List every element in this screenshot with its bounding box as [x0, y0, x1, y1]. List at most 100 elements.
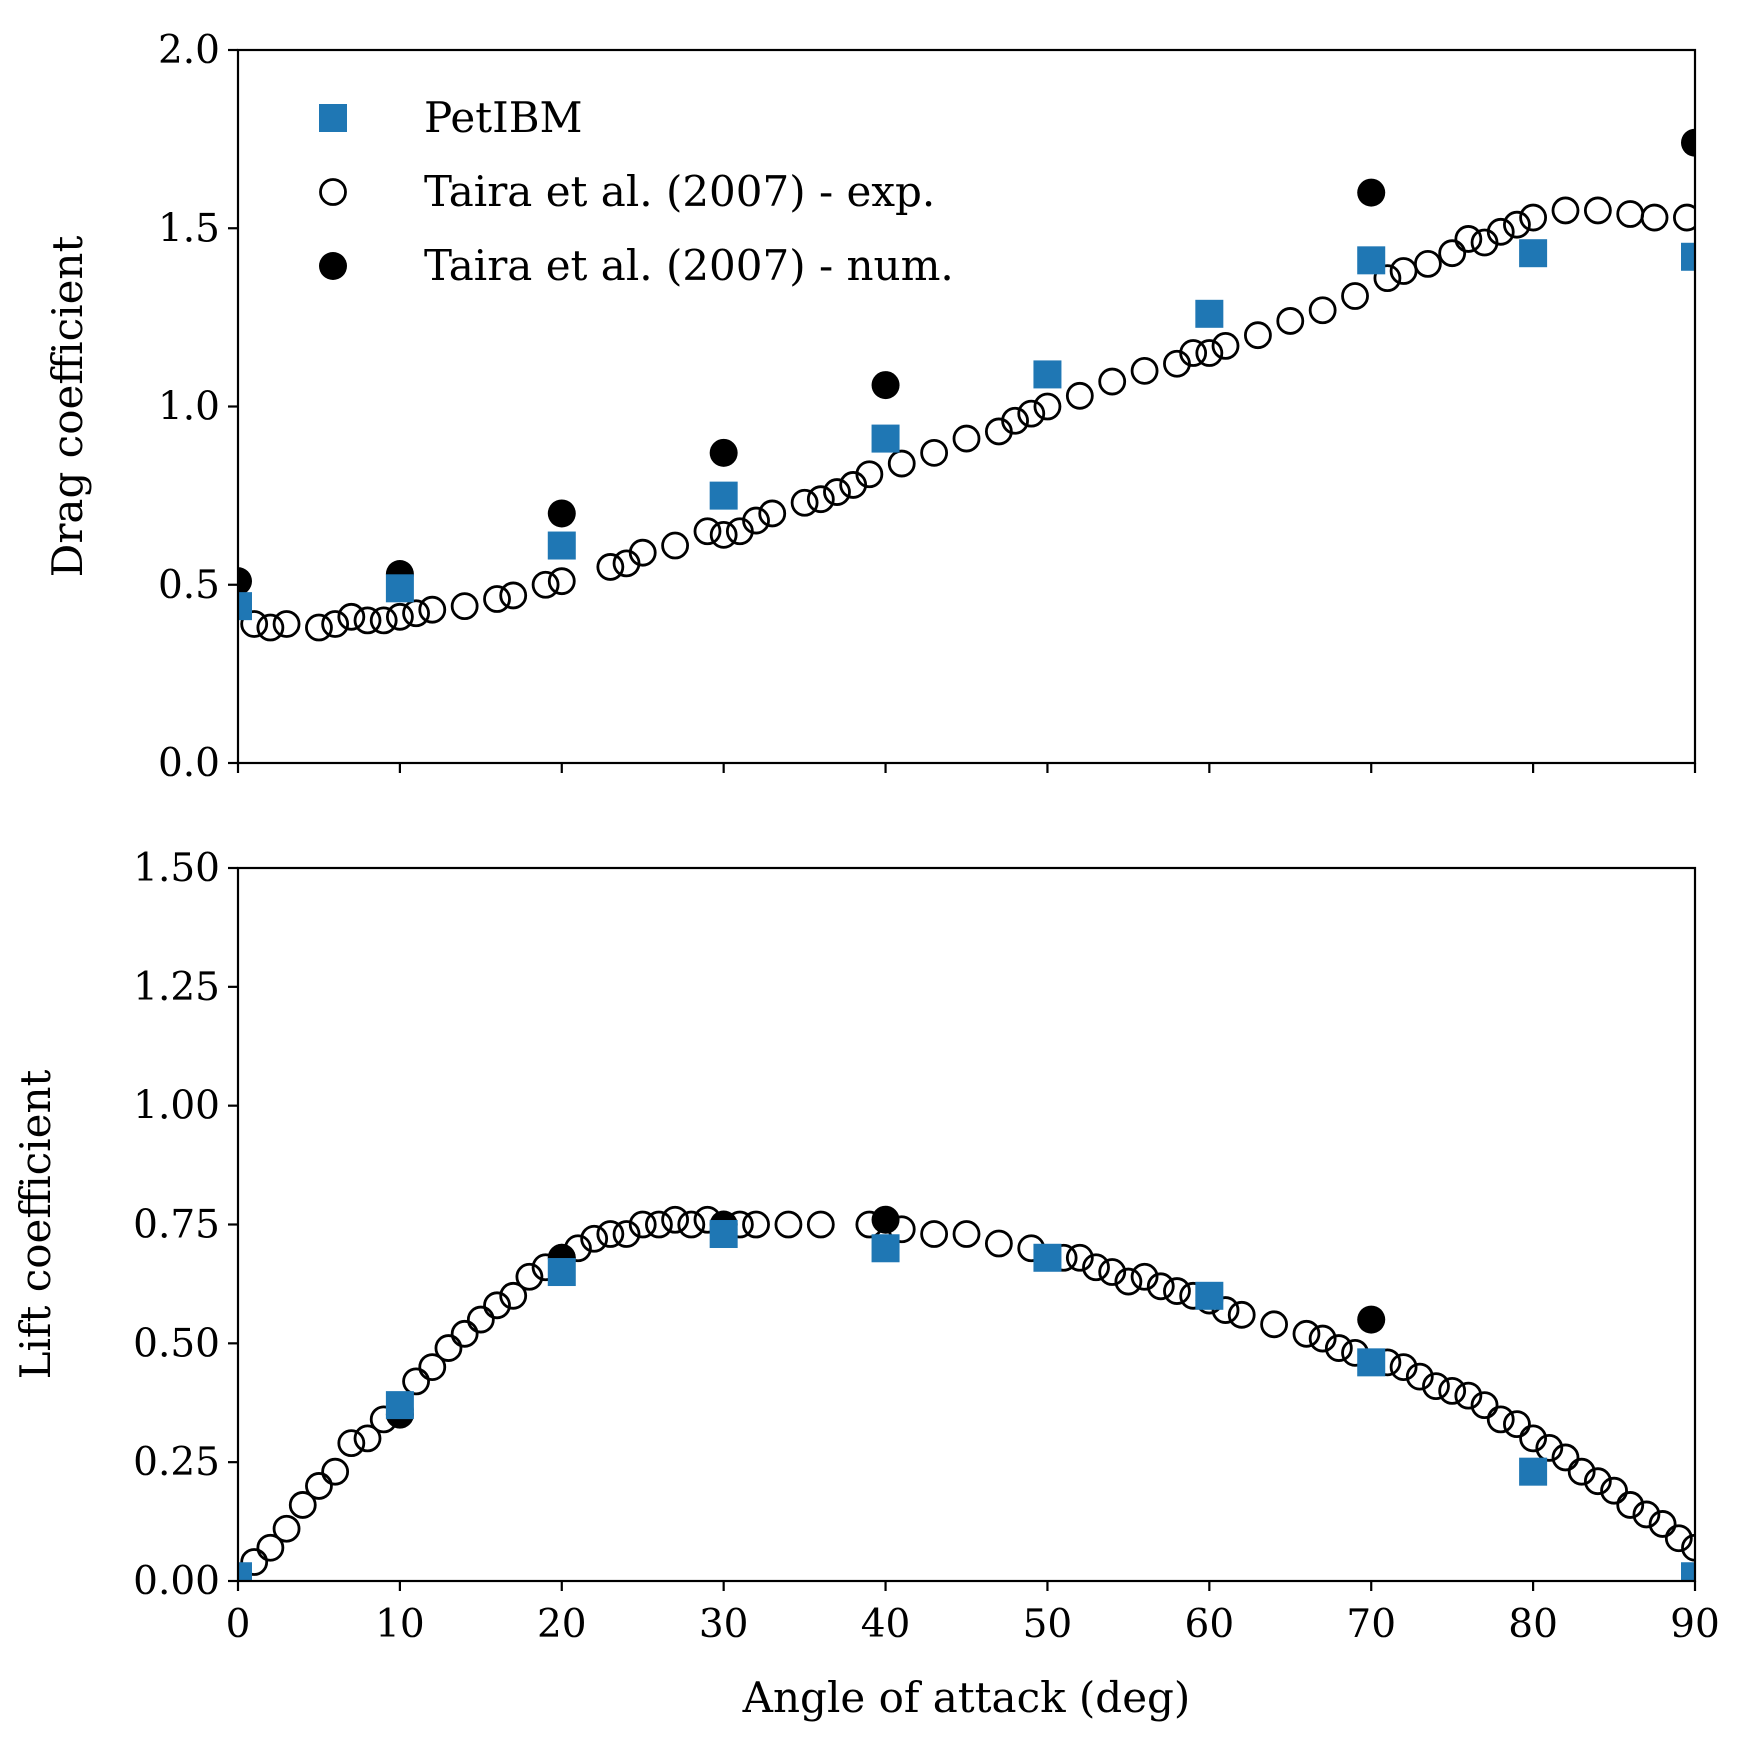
x-tick-label: 20	[537, 1602, 587, 1647]
y-axis-title: Lift coefficient	[11, 1069, 60, 1379]
data-point	[1098, 367, 1127, 396]
data-point	[1470, 1391, 1499, 1420]
legend-item: PetIBM	[319, 93, 583, 142]
data-point	[596, 1220, 625, 1248]
data-point	[1438, 1376, 1467, 1405]
data-point	[434, 1334, 463, 1362]
data-point	[1308, 296, 1337, 325]
data-point	[1681, 1562, 1695, 1581]
data-layer	[238, 128, 1695, 642]
x-tick-label: 70	[1346, 1602, 1396, 1647]
data-point	[871, 1205, 900, 1234]
data-point	[305, 1472, 333, 1500]
data-point	[238, 592, 252, 621]
data-point	[871, 371, 900, 400]
data-point	[321, 610, 350, 638]
y-tick-label: 0.50	[133, 1321, 220, 1366]
data-point	[709, 481, 738, 510]
data-point	[742, 506, 770, 535]
data-point	[1567, 1457, 1596, 1486]
data-point	[1292, 1319, 1321, 1348]
data-point	[1535, 1434, 1564, 1462]
series-circle-open	[240, 196, 1695, 642]
data-point	[1114, 1267, 1143, 1296]
data-point	[369, 606, 398, 635]
data-point	[1163, 1277, 1191, 1305]
y-tick-label: 0.5	[158, 563, 220, 608]
y-tick-label: 2.0	[158, 28, 220, 73]
data-point	[515, 1262, 544, 1291]
data-point	[353, 1424, 382, 1453]
data-point	[920, 438, 949, 467]
data-point	[1195, 339, 1224, 367]
data-point	[596, 553, 625, 581]
data-point	[1503, 1410, 1531, 1439]
data-point	[531, 570, 560, 599]
chart-panel-2: 0.00 0.25 0.50 0.75 1.00 1.25 1.50 0 10 20 30 40 50 6…	[11, 846, 1720, 1722]
data-point	[1454, 1381, 1483, 1410]
data-point	[483, 585, 511, 613]
data-point	[628, 538, 657, 567]
y-tick-label: 0.25	[133, 1440, 220, 1485]
data-point	[353, 606, 382, 635]
data-point	[806, 1210, 835, 1239]
data-point	[645, 1210, 673, 1239]
data-point	[1681, 1533, 1695, 1562]
data-point	[238, 567, 252, 596]
data-point	[1357, 1348, 1386, 1377]
data-point	[984, 1229, 1013, 1258]
legend-label: Taira et al. (2007) - num.	[424, 241, 954, 290]
x-tick-label: 90	[1670, 1602, 1720, 1647]
data-point	[418, 1353, 447, 1381]
data-point	[1551, 1443, 1580, 1472]
data-point	[256, 613, 285, 642]
data-point	[1422, 1372, 1450, 1401]
y-tick-label: 1.5	[158, 206, 220, 251]
data-point	[337, 602, 366, 631]
data-point	[1519, 1457, 1548, 1486]
data-point	[920, 1220, 949, 1248]
data-point	[272, 610, 301, 638]
plot-frame	[236, 48, 1697, 765]
data-point	[1211, 1296, 1240, 1324]
data-point	[1519, 203, 1548, 232]
data-point	[240, 610, 269, 638]
data-point	[272, 1514, 301, 1543]
data-point	[709, 520, 738, 549]
legend-item: Taira et al. (2007) - exp.	[319, 167, 935, 216]
plot-frame	[236, 866, 1697, 1583]
data-point	[1098, 1258, 1127, 1286]
series-square	[238, 1220, 1695, 1581]
data-point	[1389, 1353, 1418, 1381]
legend-marker	[319, 178, 347, 206]
data-point	[450, 592, 479, 621]
data-point	[1195, 299, 1224, 328]
y-tick-label: 1.50	[133, 846, 220, 891]
data-point	[1324, 1334, 1353, 1362]
data-point	[806, 485, 835, 514]
data-point	[1454, 225, 1483, 253]
data-point	[1616, 1491, 1645, 1519]
data-point	[1632, 1500, 1661, 1529]
x-tick-label: 80	[1508, 1602, 1558, 1647]
legend-item: Taira et al. (2007) - num.	[319, 241, 954, 290]
data-point	[1244, 321, 1272, 350]
legend-label: PetIBM	[424, 93, 583, 142]
data-point	[1130, 356, 1159, 385]
series-square	[238, 239, 1695, 621]
data-point	[661, 1205, 689, 1234]
data-point	[499, 581, 528, 610]
data-point	[1179, 339, 1208, 367]
x-axis-title: Angle of attack (deg)	[742, 1673, 1191, 1722]
data-point	[385, 1391, 414, 1420]
data-point	[855, 460, 884, 489]
data-point	[1227, 1300, 1256, 1329]
data-point	[1681, 242, 1695, 271]
data-point	[823, 478, 851, 506]
data-point	[1519, 1424, 1548, 1453]
legend-marker	[319, 252, 347, 280]
data-point	[385, 574, 414, 603]
data-point	[1681, 128, 1695, 157]
legend-label: Taira et al. (2007) - exp.	[424, 167, 935, 216]
